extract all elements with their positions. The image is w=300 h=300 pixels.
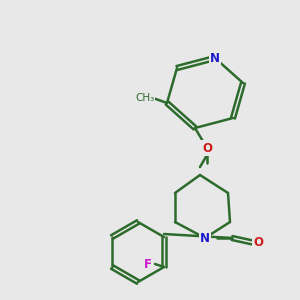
Text: O: O [253,236,263,250]
Text: O: O [202,142,212,154]
Text: CH₃: CH₃ [135,93,154,103]
Text: F: F [144,257,152,271]
Text: N: N [210,52,220,64]
Text: N: N [200,232,210,244]
